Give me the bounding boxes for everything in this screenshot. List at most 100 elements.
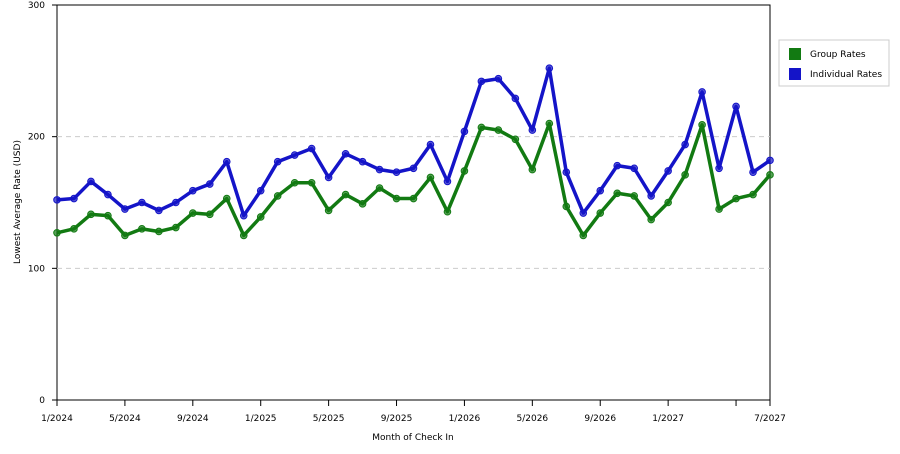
data-point [613, 189, 622, 198]
data-point [239, 231, 248, 240]
data-point [545, 119, 554, 128]
data-point [307, 178, 316, 187]
data-point [749, 190, 757, 199]
x-tick-label: 1/2027 [652, 414, 684, 424]
data-point [630, 192, 638, 200]
data-point [460, 127, 469, 136]
data-point [596, 186, 605, 195]
data-point [647, 215, 655, 224]
data-point [664, 198, 672, 207]
data-point [256, 213, 265, 221]
data-point [698, 121, 706, 129]
data-point [358, 200, 367, 208]
data-point [732, 194, 740, 203]
data-point [766, 156, 774, 165]
data-point [698, 88, 706, 96]
data-point [562, 202, 571, 211]
y-axis-label: Lowest Average Rate (USD) [13, 140, 23, 264]
x-tick-label: 9/2024 [177, 414, 209, 424]
data-point [70, 194, 78, 203]
data-point [579, 231, 588, 240]
x-tick-label: 1/2026 [449, 414, 481, 424]
data-point [681, 171, 689, 179]
data-point [189, 186, 197, 195]
legend-label: Individual Rates [810, 70, 882, 80]
data-point [749, 168, 757, 177]
legend-swatch [789, 48, 801, 60]
data-point [205, 180, 214, 188]
data-point [222, 194, 231, 203]
data-point [172, 198, 180, 207]
data-point [630, 164, 638, 173]
data-point [341, 190, 350, 199]
data-point [341, 149, 350, 158]
data-point [53, 196, 61, 204]
y-tick-label: 100 [28, 264, 45, 274]
data-point [426, 140, 435, 149]
data-point [324, 173, 333, 182]
data-point [681, 140, 689, 149]
data-point [273, 192, 282, 200]
data-point [511, 94, 520, 103]
x-tick-label: 1/2025 [245, 414, 277, 424]
data-point [290, 178, 299, 187]
data-point [460, 167, 469, 175]
x-tick-label: 7/2027 [754, 414, 786, 424]
data-point [239, 211, 248, 220]
data-point [290, 151, 299, 159]
x-tick-label: 9/2025 [381, 414, 413, 424]
data-point [121, 205, 129, 213]
data-point [494, 126, 503, 134]
data-point [375, 184, 384, 192]
data-point [443, 177, 452, 186]
x-tick-label: 9/2026 [584, 414, 616, 424]
y-tick-label: 200 [28, 133, 45, 143]
data-point [443, 207, 452, 216]
data-point [222, 157, 231, 166]
data-point [613, 161, 622, 170]
data-point [715, 164, 723, 173]
x-axis-label: Month of Check In [372, 433, 454, 443]
data-point [87, 210, 95, 219]
data-point [545, 64, 554, 72]
series-line [56, 66, 772, 218]
legend-label: Group Rates [810, 50, 866, 60]
y-tick-label: 0 [39, 396, 45, 406]
data-point [511, 135, 520, 144]
data-point [358, 157, 367, 166]
data-point [172, 223, 180, 232]
data-point [732, 102, 740, 111]
data-point [189, 209, 197, 217]
data-point [256, 186, 265, 195]
data-point [87, 177, 95, 186]
data-point [70, 225, 78, 233]
data-point [121, 231, 129, 240]
data-point [426, 173, 435, 182]
data-point [562, 168, 571, 177]
data-point [392, 168, 401, 177]
data-point [647, 192, 655, 200]
data-point [477, 123, 486, 132]
data-point [138, 198, 146, 207]
legend-swatch [789, 68, 801, 80]
y-tick-label: 300 [28, 1, 45, 11]
data-point [579, 209, 588, 217]
data-point [104, 190, 112, 199]
data-point [715, 205, 723, 213]
data-point [53, 228, 61, 237]
data-point [324, 206, 333, 215]
x-tick-label: 5/2025 [313, 414, 345, 424]
data-point [596, 209, 605, 217]
data-point [528, 126, 537, 134]
data-point [138, 225, 146, 233]
data-point [375, 165, 384, 174]
x-tick-label: 1/2024 [41, 414, 73, 424]
data-point [273, 157, 282, 166]
data-point [528, 165, 537, 174]
x-tick-label: 5/2026 [516, 414, 548, 424]
data-point [664, 167, 672, 175]
data-point [766, 171, 774, 179]
data-point [494, 74, 503, 83]
data-point [104, 211, 112, 220]
